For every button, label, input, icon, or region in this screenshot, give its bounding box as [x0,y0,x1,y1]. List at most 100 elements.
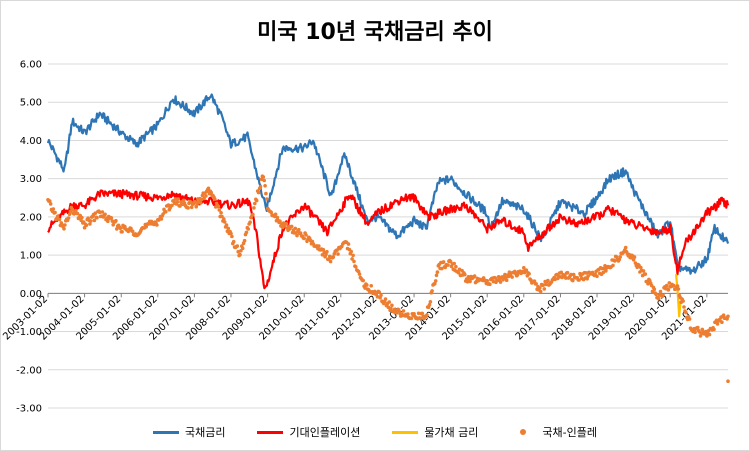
series-point-4 [425,313,429,317]
series-point-4 [155,223,159,227]
series-point-4 [262,178,267,183]
series-point-4 [441,260,446,264]
series-point-4 [433,279,438,283]
series-point-4 [175,200,180,204]
series-point-4 [559,270,564,275]
series-point-4 [357,272,362,276]
series-point-4 [173,197,178,201]
series-point-4 [390,303,394,308]
series-point-4 [273,212,278,217]
series-point-4 [564,276,568,280]
series-point-4 [352,259,356,264]
series-point-4 [176,197,180,201]
series-point-4 [317,244,321,248]
series-point-4 [361,278,366,283]
series-point-4 [658,289,663,294]
series-point-4 [387,300,392,304]
series-point-4 [661,293,665,298]
series-point-4 [456,270,461,275]
series-point-4 [198,201,203,205]
series-point-4 [170,203,174,208]
series-point-4 [229,231,233,236]
y-tick-label: 0.00 [20,289,42,300]
series-point-4 [103,212,107,217]
series-point-4 [375,294,380,299]
series-point-4 [252,206,256,210]
series-point-4 [265,197,269,201]
series-point-4 [664,283,669,288]
series-point-4 [538,286,542,290]
series-point-4 [468,279,472,284]
series-point-4 [55,214,60,219]
series-point-4 [336,252,340,256]
series-point-4 [726,314,730,319]
y-tick-label: 6.00 [20,60,42,71]
series-point-4 [222,217,226,221]
series-point-4 [604,269,608,273]
series-point-4 [246,227,250,231]
series-point-4 [510,275,514,279]
y-tick-label: 5.00 [20,98,42,109]
series-point-4 [118,226,123,230]
series-point-4 [304,233,308,237]
series-point-4 [618,255,622,259]
series-point-4 [693,330,697,335]
series-point-4 [601,270,605,275]
series-point-4 [712,327,716,332]
series-point-4 [261,175,266,179]
series-point-4 [48,202,53,206]
series-point-4 [109,216,114,220]
series-point-4 [204,194,208,198]
series-point-4 [97,210,102,214]
series-point-4 [641,269,646,273]
series-point-4 [166,203,171,207]
series-point-4 [264,191,268,196]
series-point-4 [70,207,74,212]
series-point-4 [224,223,229,227]
series-point-4 [302,236,307,241]
series-point-4 [646,281,650,286]
legend-item-series-2: 기대인플레이션 [257,424,360,440]
y-tick-label: 1.00 [20,251,42,262]
series-point-4 [527,272,531,276]
series-point-4 [369,284,374,288]
series-point-4 [278,219,282,223]
series-line-2 [47,189,730,290]
series-point-4 [434,273,439,278]
series-point-4 [115,227,119,231]
legend-label-series-4: 국채-인플레 [542,426,597,439]
series-point-4 [130,229,135,234]
series-point-4 [120,230,124,234]
series-point-4 [463,272,467,277]
legend-item-series-1: 국채금리 [152,424,225,440]
series-point-4 [383,297,388,301]
series-point-4 [106,219,110,223]
legend-swatch-series-1 [152,430,179,434]
series-point-4 [350,257,354,261]
series-point-4 [66,216,71,220]
series-point-4 [256,190,261,195]
series-point-4 [354,265,358,269]
series-point-4 [675,284,680,288]
series-point-4 [416,311,421,316]
series-point-4 [428,300,433,304]
series-point-4 [88,222,92,226]
series-point-4 [164,210,168,214]
series-point-4 [652,287,657,292]
y-tick-label: -1.00 [16,327,42,338]
y-tick-label: -3.00 [16,404,42,415]
series-point-4 [488,282,492,287]
series-point-4 [231,239,236,244]
series-point-4 [586,274,590,278]
series-point-4 [331,255,336,259]
series-point-4 [92,218,97,223]
series-point-4 [721,313,726,318]
series-point-4 [57,217,62,222]
series-point-4 [569,272,573,277]
series-point-4 [62,227,66,231]
series-point-4 [577,278,581,282]
series-point-4 [328,259,333,264]
series-point-4 [95,215,99,220]
series-point-4 [546,278,550,283]
series-point-4 [707,332,712,337]
